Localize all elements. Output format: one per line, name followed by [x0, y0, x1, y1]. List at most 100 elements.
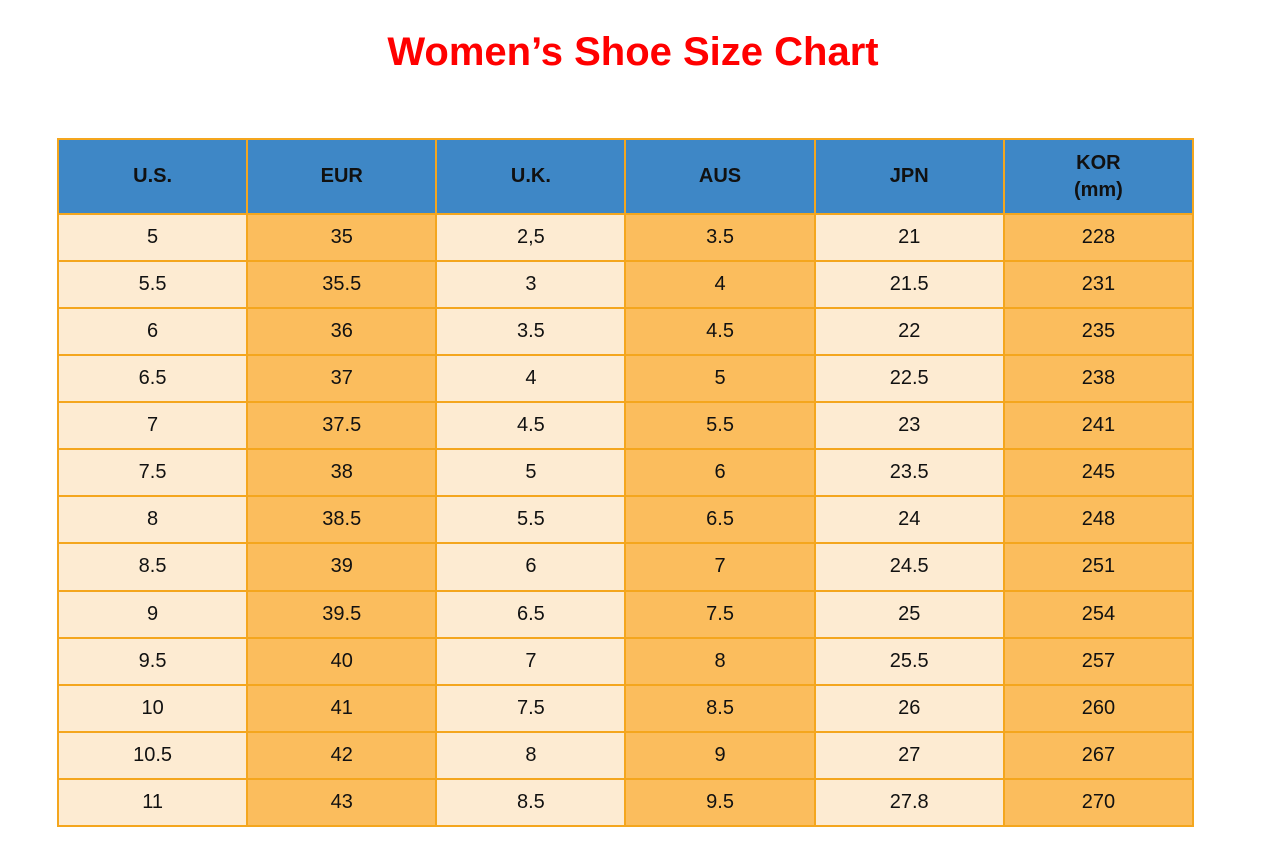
table-cell: 8.5	[435, 777, 627, 828]
table-cell: 27.8	[813, 777, 1005, 828]
table-cell: 5.5	[435, 495, 627, 545]
table-cell: 3.5	[624, 212, 816, 263]
table-row: 7 37.5 4.5 5.5 23 241	[56, 401, 1195, 451]
table-cell: 5	[435, 448, 627, 498]
table-cell: 238	[1002, 354, 1195, 404]
column-header-kor: KOR (mm)	[1002, 138, 1195, 215]
table-cell: 11	[56, 777, 249, 828]
table-cell: 267	[1002, 730, 1195, 780]
table-cell: 6.5	[435, 589, 627, 639]
page: Women’s Shoe Size Chart U.S. EUR U.K. AUS JP…	[0, 30, 1266, 841]
table-header-row: U.S. EUR U.K. AUS JPN KOR (mm)	[56, 138, 1195, 215]
table-cell: 6	[435, 542, 627, 592]
column-header-eur: EUR	[246, 138, 438, 215]
table-cell: 40	[246, 636, 438, 686]
table-cell: 7	[624, 542, 816, 592]
table-cell: 6	[624, 448, 816, 498]
table-cell: 10	[56, 683, 249, 733]
table-cell: 5	[56, 212, 249, 263]
table-cell: 42	[246, 730, 438, 780]
table-cell: 21	[813, 212, 1005, 263]
table-cell: 3	[435, 260, 627, 310]
table-cell: 9	[56, 589, 249, 639]
table-cell: 27	[813, 730, 1005, 780]
table-row: 6.5 37 4 5 22.5 238	[56, 354, 1195, 404]
table-cell: 35.5	[246, 260, 438, 310]
table-cell: 4	[435, 354, 627, 404]
table-cell: 254	[1002, 589, 1195, 639]
table-cell: 21.5	[813, 260, 1005, 310]
table-cell: 7.5	[624, 589, 816, 639]
table-cell: 245	[1002, 448, 1195, 498]
table-cell: 39.5	[246, 589, 438, 639]
table-cell: 8.5	[56, 542, 249, 592]
table-cell: 4.5	[624, 307, 816, 357]
table-row: 7.5 38 5 6 23.5 245	[56, 448, 1195, 498]
table-cell: 5.5	[56, 260, 249, 310]
table-cell: 37.5	[246, 401, 438, 451]
table-cell: 5.5	[624, 401, 816, 451]
shoe-size-table: U.S. EUR U.K. AUS JPN KOR (mm) 5 35 2,5 3.5 21 228 5…	[56, 138, 1195, 828]
table-cell: 4	[624, 260, 816, 310]
table-cell: 35	[246, 212, 438, 263]
table-cell: 9	[624, 730, 816, 780]
column-header-uk: U.K.	[435, 138, 627, 215]
table-row: 8.5 39 6 7 24.5 251	[56, 542, 1195, 592]
table-cell: 228	[1002, 212, 1195, 263]
table-cell: 43	[246, 777, 438, 828]
table-cell: 9.5	[624, 777, 816, 828]
table-cell: 248	[1002, 495, 1195, 545]
column-header-jpn: JPN	[813, 138, 1005, 215]
table-cell: 260	[1002, 683, 1195, 733]
table-cell: 7	[435, 636, 627, 686]
table-cell: 25	[813, 589, 1005, 639]
table-cell: 6.5	[56, 354, 249, 404]
table-cell: 5	[624, 354, 816, 404]
table-row: 10 41 7.5 8.5 26 260	[56, 683, 1195, 733]
table-cell: 10.5	[56, 730, 249, 780]
table-cell: 24	[813, 495, 1005, 545]
column-header-us: U.S.	[56, 138, 249, 215]
table-cell: 22.5	[813, 354, 1005, 404]
table-header: U.S. EUR U.K. AUS JPN KOR (mm)	[56, 138, 1195, 215]
table-cell: 235	[1002, 307, 1195, 357]
table-cell: 8	[56, 495, 249, 545]
column-header-aus: AUS	[624, 138, 816, 215]
table-cell: 7	[56, 401, 249, 451]
table-cell: 23.5	[813, 448, 1005, 498]
table-cell: 8	[624, 636, 816, 686]
table-cell: 7.5	[435, 683, 627, 733]
table-body: 5 35 2,5 3.5 21 228 5.5 35.5 3 4 21.5 231 6 36 3.5 4.5 2…	[56, 212, 1195, 828]
table-cell: 4.5	[435, 401, 627, 451]
table-cell: 241	[1002, 401, 1195, 451]
table-row: 9 39.5 6.5 7.5 25 254	[56, 589, 1195, 639]
table-cell: 251	[1002, 542, 1195, 592]
table-cell: 6.5	[624, 495, 816, 545]
table-cell: 270	[1002, 777, 1195, 828]
table-row: 6 36 3.5 4.5 22 235	[56, 307, 1195, 357]
page-title: Women’s Shoe Size Chart	[387, 30, 879, 74]
table-cell: 8	[435, 730, 627, 780]
table-cell: 38.5	[246, 495, 438, 545]
table-row: 11 43 8.5 9.5 27.8 270	[56, 777, 1195, 828]
table-cell: 7.5	[56, 448, 249, 498]
table-cell: 25.5	[813, 636, 1005, 686]
table-row: 10.5 42 8 9 27 267	[56, 730, 1195, 780]
table-cell: 3.5	[435, 307, 627, 357]
table-row: 5.5 35.5 3 4 21.5 231	[56, 260, 1195, 310]
table-cell: 8.5	[624, 683, 816, 733]
table-cell: 26	[813, 683, 1005, 733]
table-cell: 231	[1002, 260, 1195, 310]
table-cell: 9.5	[56, 636, 249, 686]
table-row: 5 35 2,5 3.5 21 228	[56, 212, 1195, 263]
table-row: 8 38.5 5.5 6.5 24 248	[56, 495, 1195, 545]
table-cell: 257	[1002, 636, 1195, 686]
table-cell: 23	[813, 401, 1005, 451]
table-cell: 24.5	[813, 542, 1005, 592]
table-cell: 22	[813, 307, 1005, 357]
table-cell: 41	[246, 683, 438, 733]
table-cell: 2,5	[435, 212, 627, 263]
table-row: 9.5 40 7 8 25.5 257	[56, 636, 1195, 686]
table-cell: 38	[246, 448, 438, 498]
table-cell: 6	[56, 307, 249, 357]
